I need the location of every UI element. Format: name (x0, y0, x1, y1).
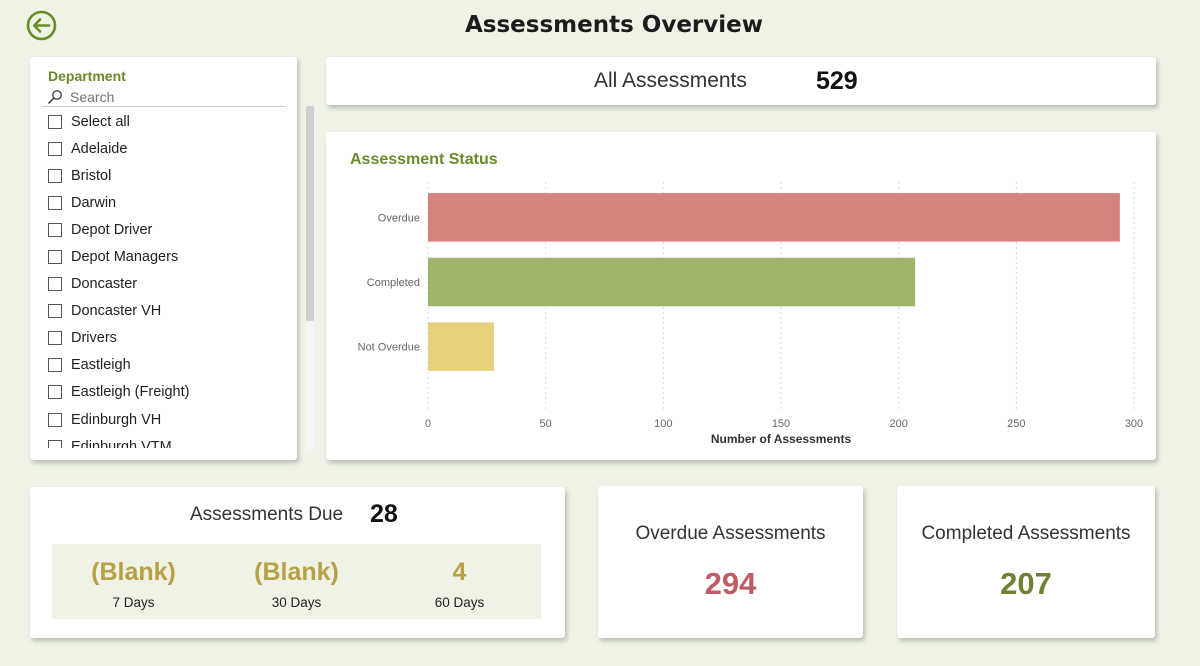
checkbox[interactable] (48, 304, 62, 319)
bar (428, 193, 1120, 242)
category-label: Overdue (378, 212, 420, 224)
overdue-label: Overdue Assessments (635, 523, 826, 544)
due-30-days-label: 30 Days (271, 595, 322, 610)
slicer-item[interactable]: Select all (42, 108, 286, 135)
search-icon (48, 90, 62, 104)
chart-title: Assessment Status (350, 151, 498, 168)
slicer-item-label: Drivers (71, 330, 117, 347)
assessment-status-chart: Assessment Status 0 50 100 150 200 250 300 Over… (326, 132, 1156, 460)
search-input[interactable] (70, 89, 270, 105)
back-button[interactable] (26, 10, 57, 41)
slicer-item[interactable]: Eastleigh (42, 352, 286, 379)
assessments-due-value: 28 (370, 500, 398, 528)
overdue-assessments-card: Overdue Assessments 294 (598, 486, 863, 638)
checkbox[interactable] (48, 358, 62, 373)
slicer-list: Select all Adelaide Bristol Darwin Depot Dri… (42, 108, 286, 448)
due-7-days-value: (Blank) (91, 558, 176, 586)
category-label: Not Overdue (358, 342, 420, 354)
slicer-item-label: Select all (71, 113, 130, 130)
slicer-title: Department (48, 68, 126, 84)
category-label: Completed (367, 277, 420, 289)
completed-value: 207 (1000, 566, 1052, 601)
assessments-due-card: Assessments Due 28 (Blank) 7 Days (Blank… (30, 487, 565, 638)
scrollbar-thumb[interactable] (306, 106, 314, 321)
checkbox[interactable] (48, 114, 62, 129)
checkbox[interactable] (48, 277, 62, 292)
x-axis-title: Number of Assessments (711, 432, 852, 446)
all-assessments-value: 529 (816, 67, 858, 95)
checkbox[interactable] (48, 168, 62, 183)
due-60-days-value: 4 (452, 558, 467, 586)
slicer-item[interactable]: Darwin (42, 189, 286, 216)
due-breakdown: (Blank) 7 Days (Blank) 30 Days 4 60 Days (52, 544, 541, 619)
x-tick-label: 50 (540, 418, 552, 430)
x-tick-label: 200 (889, 418, 907, 430)
slicer-item-label: Depot Driver (71, 221, 153, 238)
back-arrow-icon (26, 10, 57, 41)
checkbox[interactable] (48, 412, 62, 427)
slicer-item[interactable]: Edinburgh VH (42, 406, 286, 433)
due-60-days-label: 60 Days (434, 595, 485, 610)
slicer-item-label: Doncaster (71, 276, 138, 293)
completed-assessments-card: Completed Assessments 207 (897, 486, 1155, 638)
due-30-days: (Blank) 30 Days (215, 544, 378, 610)
slicer-item-label: Edinburgh VH (71, 411, 162, 428)
slicer-item-label: Doncaster VH (71, 303, 162, 320)
all-assessments-card: All Assessments 529 (326, 57, 1156, 105)
slicer-item[interactable]: Depot Driver (42, 216, 286, 243)
slicer-item[interactable]: Eastleigh (Freight) (42, 379, 286, 406)
x-tick-label: 0 (425, 418, 431, 430)
chart-plot: 0 50 100 150 200 250 300 Overdue Completed Not Ov… (358, 182, 1143, 446)
overdue-value: 294 (704, 566, 757, 601)
bar (428, 322, 494, 371)
all-assessments-label: All Assessments (594, 69, 747, 92)
x-tick-label: 150 (772, 418, 790, 430)
x-tick-label: 250 (1007, 418, 1025, 430)
slicer-item[interactable]: Drivers (42, 325, 286, 352)
assessments-due-label: Assessments Due (190, 504, 344, 525)
slicer-item[interactable]: Doncaster (42, 271, 286, 298)
x-tick-label: 100 (654, 418, 672, 430)
slicer-item[interactable]: Doncaster VH (42, 298, 286, 325)
checkbox[interactable] (48, 385, 62, 400)
due-30-days-value: (Blank) (254, 558, 339, 586)
checkbox[interactable] (48, 222, 62, 237)
checkbox[interactable] (48, 439, 62, 448)
department-slicer: Department Select all Adelaide Bristol Darw… (30, 57, 314, 460)
due-7-days: (Blank) 7 Days (52, 544, 215, 610)
checkbox[interactable] (48, 141, 62, 156)
slicer-search (42, 88, 285, 107)
due-7-days-label: 7 Days (112, 595, 155, 610)
slicer-item[interactable]: Edinburgh VTM (42, 433, 286, 448)
checkbox[interactable] (48, 250, 62, 265)
checkbox[interactable] (48, 331, 62, 346)
slicer-item-label: Darwin (71, 194, 117, 211)
slicer-item-label: Bristol (71, 167, 112, 184)
slicer-item[interactable]: Bristol (42, 162, 286, 189)
slicer-item-label: Eastleigh (Freight) (71, 384, 190, 401)
slicer-item-label: Adelaide (71, 140, 128, 157)
slicer-item-label: Depot Managers (71, 249, 179, 266)
due-60-days: 4 60 Days (378, 544, 541, 610)
x-tick-label: 300 (1125, 418, 1143, 430)
slicer-item-label: Edinburgh VTM (71, 438, 172, 448)
bar (428, 257, 916, 307)
slicer-item[interactable]: Adelaide (42, 135, 286, 162)
checkbox[interactable] (48, 195, 62, 210)
slicer-item-label: Eastleigh (71, 357, 131, 374)
page-title: Assessments Overview (464, 12, 763, 38)
completed-label: Completed Assessments (921, 523, 1131, 544)
slicer-item[interactable]: Depot Managers (42, 243, 286, 270)
